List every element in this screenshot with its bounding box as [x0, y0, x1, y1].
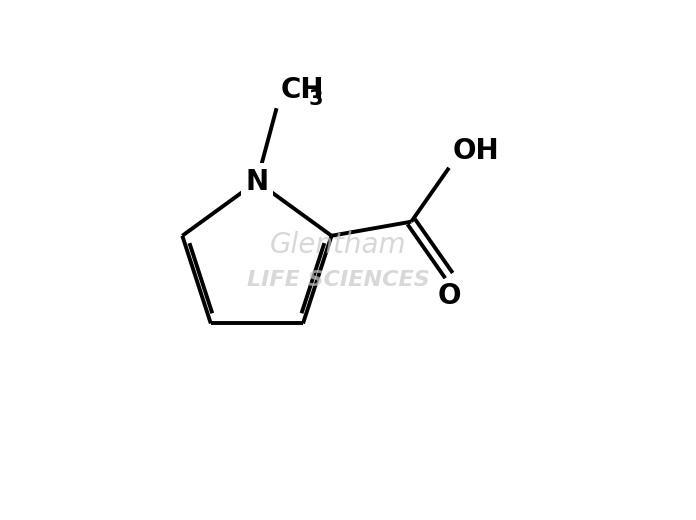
Text: LIFE SCIENCES: LIFE SCIENCES — [246, 270, 429, 290]
Text: OH: OH — [453, 137, 500, 165]
Text: 3: 3 — [309, 89, 324, 109]
Text: O: O — [437, 282, 461, 310]
Text: CH: CH — [280, 76, 324, 104]
Text: N: N — [245, 167, 269, 196]
Text: Glentham: Glentham — [269, 231, 406, 259]
